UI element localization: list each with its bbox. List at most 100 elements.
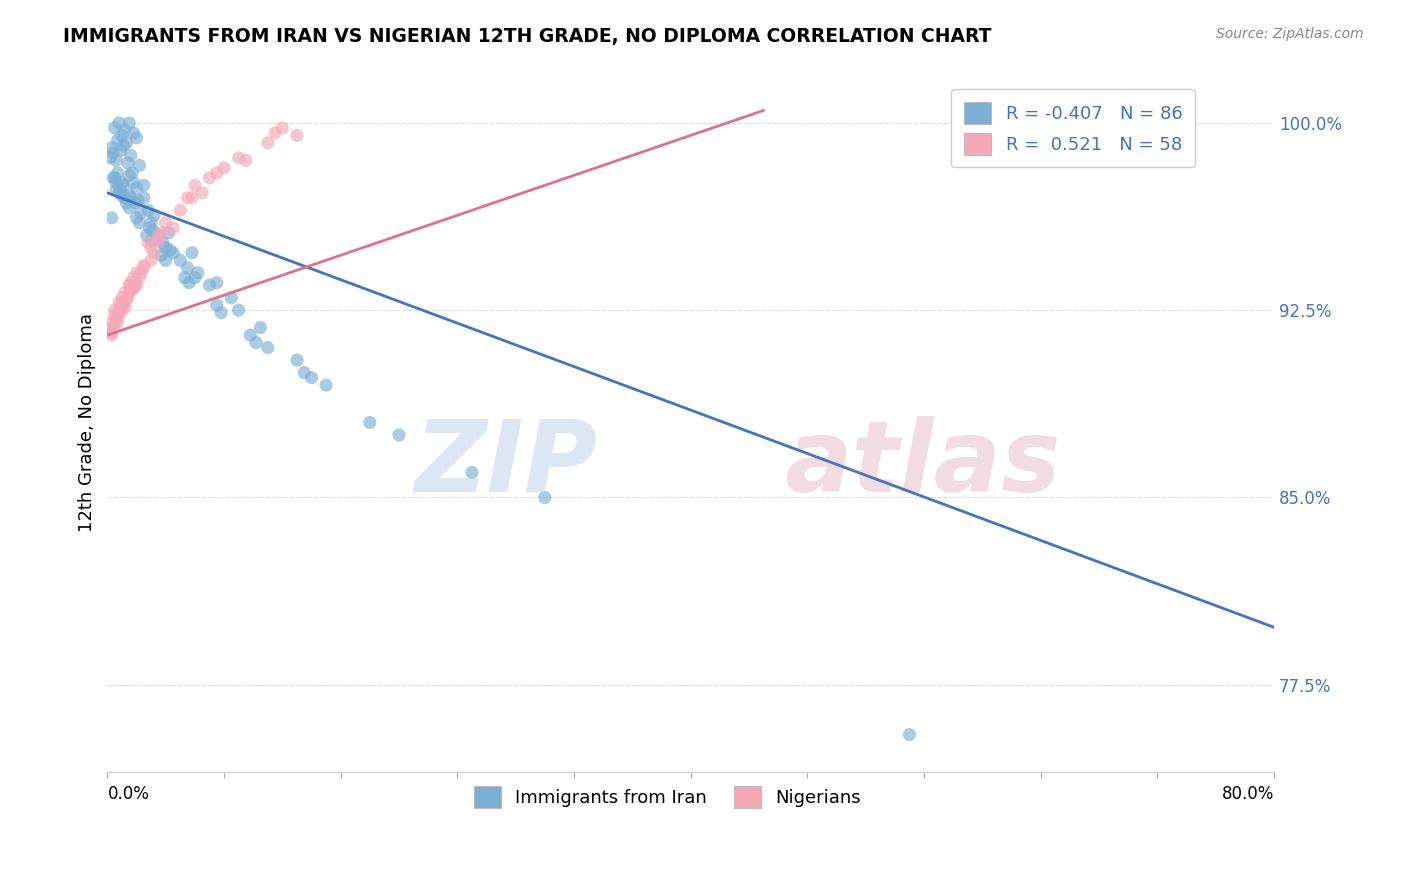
Point bbox=[124, 195, 146, 210]
Point bbox=[105, 153, 128, 168]
Point bbox=[139, 241, 162, 255]
Point bbox=[176, 191, 198, 205]
Point bbox=[136, 235, 159, 250]
Point bbox=[115, 293, 138, 308]
Point bbox=[205, 166, 228, 180]
Point bbox=[143, 208, 166, 222]
Point bbox=[111, 291, 134, 305]
Point bbox=[132, 258, 155, 272]
Point bbox=[228, 303, 250, 318]
Point bbox=[104, 308, 127, 322]
Point bbox=[256, 341, 278, 355]
Point bbox=[129, 266, 152, 280]
Point bbox=[125, 211, 148, 225]
Point bbox=[152, 226, 174, 240]
Point bbox=[128, 216, 150, 230]
Point bbox=[169, 203, 191, 218]
Point bbox=[187, 266, 209, 280]
Point bbox=[108, 295, 131, 310]
Point bbox=[112, 178, 135, 193]
Point bbox=[139, 216, 162, 230]
Point bbox=[104, 170, 127, 185]
Point bbox=[128, 158, 150, 172]
Point bbox=[359, 416, 381, 430]
Point bbox=[112, 295, 135, 310]
Point bbox=[139, 253, 162, 268]
Point bbox=[132, 260, 155, 275]
Point bbox=[117, 291, 139, 305]
Point bbox=[103, 320, 125, 334]
Point bbox=[155, 241, 177, 255]
Point bbox=[136, 203, 159, 218]
Point bbox=[122, 270, 145, 285]
Point bbox=[138, 220, 160, 235]
Point bbox=[148, 228, 170, 243]
Point bbox=[162, 245, 184, 260]
Point bbox=[105, 313, 128, 327]
Point bbox=[264, 126, 287, 140]
Text: 80.0%: 80.0% bbox=[1222, 785, 1274, 803]
Point bbox=[191, 186, 214, 200]
Point bbox=[115, 136, 138, 150]
Point bbox=[292, 366, 315, 380]
Point bbox=[120, 148, 142, 162]
Point bbox=[103, 145, 125, 160]
Point bbox=[114, 301, 136, 315]
Point bbox=[129, 206, 152, 220]
Text: 0.0%: 0.0% bbox=[107, 785, 149, 803]
Point bbox=[104, 303, 127, 318]
Point bbox=[155, 253, 177, 268]
Point bbox=[118, 116, 141, 130]
Point bbox=[114, 123, 136, 137]
Point bbox=[139, 233, 162, 247]
Point bbox=[114, 191, 136, 205]
Point bbox=[132, 191, 155, 205]
Point bbox=[114, 285, 136, 300]
Point bbox=[221, 291, 243, 305]
Point bbox=[534, 491, 557, 505]
Point bbox=[315, 378, 337, 392]
Text: ZIP: ZIP bbox=[415, 416, 598, 513]
Point bbox=[249, 320, 271, 334]
Point bbox=[103, 170, 125, 185]
Point bbox=[120, 276, 142, 290]
Point bbox=[184, 178, 207, 193]
Point bbox=[100, 211, 122, 225]
Point bbox=[135, 228, 157, 243]
Point bbox=[301, 370, 323, 384]
Point bbox=[107, 310, 129, 325]
Point bbox=[127, 194, 149, 208]
Point bbox=[110, 144, 132, 158]
Point bbox=[118, 169, 141, 183]
Point bbox=[177, 276, 200, 290]
Point bbox=[169, 253, 191, 268]
Point bbox=[125, 181, 148, 195]
Point bbox=[176, 260, 198, 275]
Point bbox=[184, 270, 207, 285]
Point bbox=[271, 120, 294, 135]
Point bbox=[105, 183, 128, 197]
Point bbox=[118, 285, 141, 300]
Point bbox=[111, 176, 134, 190]
Point bbox=[173, 270, 195, 285]
Point bbox=[148, 233, 170, 247]
Point bbox=[108, 303, 131, 318]
Point bbox=[111, 188, 134, 202]
Point bbox=[120, 191, 142, 205]
Point bbox=[205, 298, 228, 312]
Text: IMMIGRANTS FROM IRAN VS NIGERIAN 12TH GRADE, NO DIPLOMA CORRELATION CHART: IMMIGRANTS FROM IRAN VS NIGERIAN 12TH GR… bbox=[63, 27, 991, 45]
Point bbox=[235, 153, 257, 168]
Point bbox=[125, 266, 148, 280]
Point bbox=[111, 301, 134, 315]
Point bbox=[148, 228, 170, 243]
Point bbox=[155, 216, 177, 230]
Point bbox=[239, 328, 262, 343]
Point bbox=[898, 728, 921, 742]
Point bbox=[100, 326, 122, 340]
Point bbox=[110, 306, 132, 320]
Point bbox=[121, 166, 143, 180]
Point bbox=[256, 136, 278, 150]
Point bbox=[118, 188, 141, 202]
Point bbox=[107, 166, 129, 180]
Point bbox=[285, 353, 308, 368]
